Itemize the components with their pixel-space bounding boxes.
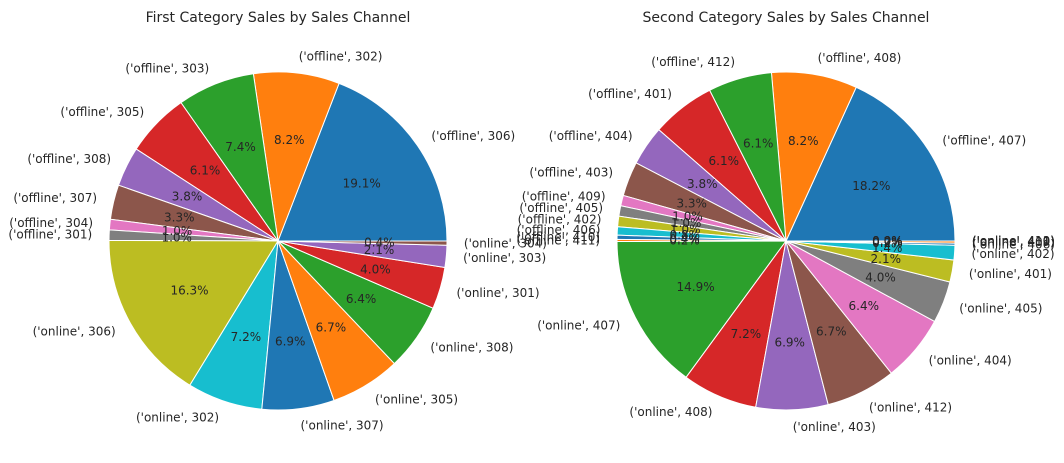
percent-label: 6.1% xyxy=(190,164,221,178)
percent-label: 0.8% xyxy=(670,228,701,242)
slice-label: ('online', 402) xyxy=(972,247,1055,261)
slice-label: ('online', 411) xyxy=(972,234,1055,248)
slice-label: ('offline', 409) xyxy=(522,190,606,204)
percent-label: 6.1% xyxy=(743,137,774,151)
chart-title: Second Category Sales by Sales Channel xyxy=(643,10,930,26)
slice-label: ('offline', 402) xyxy=(518,213,602,227)
chart-title: First Category Sales by Sales Channel xyxy=(146,10,411,26)
pie-slice xyxy=(277,240,448,246)
percent-label: 16.3% xyxy=(170,284,208,298)
slice-label: ('offline', 307) xyxy=(13,191,97,205)
percent-label: 7.2% xyxy=(231,330,262,344)
slice-label: ('offline', 302) xyxy=(299,49,383,63)
slice-label: ('online', 305) xyxy=(375,393,458,407)
slice-label: ('offline', 403) xyxy=(529,166,613,180)
slice-label: ('offline', 301) xyxy=(8,228,92,242)
percent-label: 1.0% xyxy=(670,222,701,236)
percent-label: 2.1% xyxy=(871,252,902,266)
percent-label: 19.1% xyxy=(343,177,381,191)
percent-label: 18.2% xyxy=(852,179,890,193)
percent-label: 8.2% xyxy=(788,134,819,148)
percent-label: 3.3% xyxy=(164,211,195,225)
percent-labels: 19.1%8.2%7.4%6.1%3.8%3.3%1.0%1.0%16.3%7.… xyxy=(161,133,394,349)
slice-label: ('online', 301) xyxy=(457,286,540,300)
percent-label: 4.0% xyxy=(865,271,896,285)
percent-label: 1.0% xyxy=(162,224,193,238)
percent-label: 6.1% xyxy=(709,154,740,168)
slice-label: ('offline', 305) xyxy=(60,105,144,119)
slice-label: ('online', 410) xyxy=(972,234,1055,248)
slice-label: ('online', 307) xyxy=(301,419,384,433)
percent-label: 0.2% xyxy=(872,235,903,249)
percent-label: 3.8% xyxy=(687,177,718,191)
slice-label: ('online', 412) xyxy=(869,400,952,414)
pie-slice xyxy=(108,239,279,386)
percent-label: 14.9% xyxy=(677,280,715,294)
slice-label: ('online', 304) xyxy=(464,236,547,250)
percent-label: 2.1% xyxy=(364,243,395,257)
pie-chart-first-category: First Category Sales by Sales Channel 19… xyxy=(8,10,547,433)
percent-label: 3.3% xyxy=(676,197,707,211)
pie-slices xyxy=(616,71,956,411)
slice-label: ('online', 407) xyxy=(537,318,620,332)
slice-label: ('online', 306) xyxy=(33,325,116,339)
slice-label: ('online', 405) xyxy=(959,301,1042,315)
slice-label: ('offline', 407) xyxy=(942,134,1026,148)
percent-label: 6.9% xyxy=(774,335,805,349)
pie-slice xyxy=(770,71,857,243)
percent-label: 4.0% xyxy=(360,262,391,276)
percent-label: 7.2% xyxy=(731,327,762,341)
percent-label: 0.4% xyxy=(669,232,700,246)
slice-label: ('offline', 406) xyxy=(517,223,601,237)
percent-label: 0.0% xyxy=(872,234,903,248)
slice-label: ('offline', 404) xyxy=(549,129,633,143)
percent-label: 0.2% xyxy=(669,234,700,248)
slice-label: ('offline', 408) xyxy=(818,51,902,65)
slice-label: ('offline', 308) xyxy=(27,152,111,166)
slice-label: ('online', 404) xyxy=(929,353,1012,367)
pie-chart-second-category: Second Category Sales by Sales Channel 1… xyxy=(516,10,1055,434)
percent-label: 1.0% xyxy=(672,210,703,224)
pie-slice xyxy=(277,82,448,242)
slice-label: ('offline', 306) xyxy=(431,129,515,143)
pie-slice xyxy=(785,86,956,242)
slice-label: ('online', 408) xyxy=(629,405,712,419)
percent-label: 6.4% xyxy=(849,299,880,313)
slice-label: ('online', 401) xyxy=(969,267,1052,281)
pie-slices xyxy=(108,71,448,411)
slice-label: ('offline', 410) xyxy=(516,230,600,244)
percent-label: 1.0% xyxy=(161,231,192,245)
percent-label: 0.2% xyxy=(872,236,903,250)
slice-label: ('online', 409) xyxy=(972,235,1055,249)
percent-labels: 18.2%8.2%6.1%6.1%3.8%3.3%1.0%1.0%1.0%0.8… xyxy=(669,134,902,349)
percent-label: 6.7% xyxy=(316,321,347,335)
slice-label: ('offline', 304) xyxy=(9,216,93,230)
percent-label: 0.0% xyxy=(872,234,903,248)
slice-label: ('online', 303) xyxy=(463,251,546,265)
slice-label: ('online', 406) xyxy=(972,238,1055,252)
slice-label: ('offline', 411) xyxy=(516,233,600,247)
percent-label: 1.4% xyxy=(872,241,903,255)
percent-label: 3.8% xyxy=(172,189,203,203)
percent-label: 6.9% xyxy=(275,335,306,349)
pie-slice xyxy=(252,71,340,243)
slice-labels: ('offline', 306) ('offline', 302) ('offlin… xyxy=(8,49,547,432)
slice-labels: ('offline', 407) ('offline', 408) ('offlin… xyxy=(516,51,1055,434)
percent-label: 7.4% xyxy=(225,140,256,154)
percent-label: 8.2% xyxy=(274,133,305,147)
percent-label: 1.0% xyxy=(671,216,702,230)
slice-label: ('offline', 303) xyxy=(125,61,209,75)
slice-label: ('online', 302) xyxy=(136,410,219,424)
percent-label: 6.7% xyxy=(816,325,847,339)
percent-label: 0.4% xyxy=(364,235,395,249)
slice-label: ('online', 403) xyxy=(793,420,876,434)
pie-slice xyxy=(616,240,787,379)
slice-label: ('offline', 401) xyxy=(588,87,672,101)
pie-slice xyxy=(785,240,956,244)
percent-label: 6.4% xyxy=(346,292,377,306)
slice-label: ('offline', 412) xyxy=(651,55,735,69)
slice-label: ('online', 308) xyxy=(430,341,513,355)
slice-label: ('offline', 405) xyxy=(519,201,603,215)
